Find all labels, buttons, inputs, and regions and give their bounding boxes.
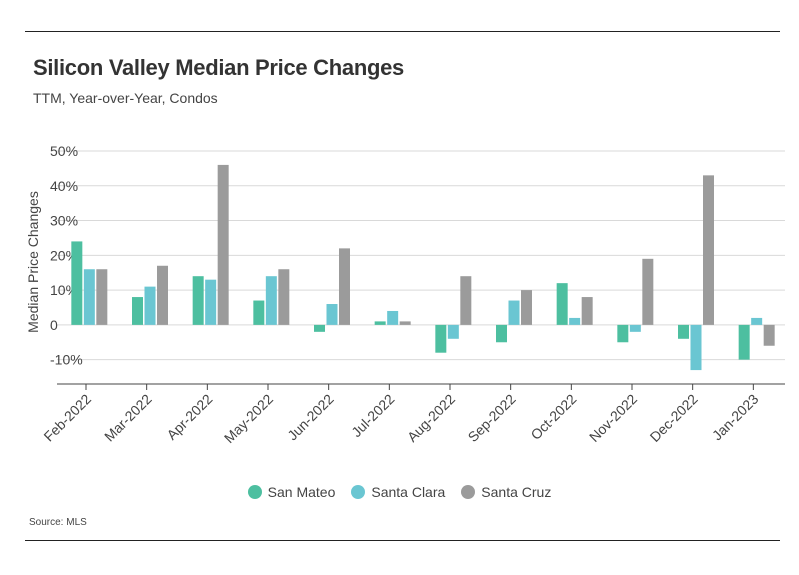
x-tick-label: Mar-2022 — [101, 391, 155, 445]
top-rule — [25, 31, 780, 32]
bottom-rule — [25, 540, 780, 541]
bar — [690, 324, 702, 371]
bar — [132, 297, 143, 325]
legend-label: Santa Clara — [371, 484, 446, 500]
bar — [374, 321, 386, 325]
x-tick-label: Jul-2022 — [348, 391, 397, 440]
bar — [496, 324, 507, 343]
bar — [387, 310, 399, 325]
y-tick-label: 30% — [50, 213, 78, 229]
bar — [96, 269, 108, 325]
bar — [703, 175, 714, 325]
y-tick-label: 40% — [50, 178, 78, 194]
y-tick-label: 20% — [50, 247, 78, 263]
bar — [253, 300, 265, 325]
bar — [144, 286, 156, 325]
bar — [83, 269, 95, 325]
x-tick-label: Oct-2022 — [527, 391, 579, 443]
bar — [629, 324, 641, 332]
x-tick-label: Jan-2023 — [709, 391, 762, 444]
bar — [265, 276, 277, 325]
bar — [326, 304, 338, 325]
y-tick-label: 50% — [50, 143, 78, 159]
x-tick-label: Apr-2022 — [163, 391, 215, 443]
source-note: Source: MLS — [29, 517, 87, 528]
bar — [435, 324, 447, 353]
legend-label: Santa Cruz — [481, 484, 552, 500]
bar — [71, 241, 83, 325]
bar — [192, 276, 204, 325]
x-tick-label: Sep-2022 — [465, 391, 519, 445]
bar — [460, 276, 472, 325]
legend-swatch — [247, 485, 262, 499]
x-tick-label: May-2022 — [221, 391, 276, 446]
bar — [521, 290, 532, 325]
bar — [314, 324, 325, 332]
y-tick-label: -10% — [50, 352, 83, 368]
bar — [399, 321, 411, 325]
bar — [678, 324, 689, 339]
chart-subtitle: TTM, Year-over-Year, Condos — [33, 90, 218, 106]
y-tick-label: 10% — [50, 282, 78, 298]
legend-swatch — [461, 485, 476, 499]
chart-title: Silicon Valley Median Price Changes — [33, 55, 404, 80]
bar — [278, 269, 290, 325]
bar — [751, 317, 763, 325]
bar — [157, 265, 168, 325]
bar — [617, 324, 629, 343]
x-tick-label: Feb-2022 — [40, 391, 94, 445]
legend-swatch — [351, 485, 366, 499]
legend-item: San Mateo — [247, 484, 336, 500]
bar — [642, 258, 654, 325]
bar — [556, 283, 568, 325]
y-tick-label: 0 — [50, 317, 58, 333]
bar — [205, 279, 217, 325]
legend-item: Santa Clara — [351, 484, 445, 500]
x-tick-label: Jun-2022 — [284, 391, 337, 444]
legend-label: San Mateo — [267, 484, 336, 500]
chart-legend: San Mateo Santa Clara Santa Cruz — [0, 484, 799, 500]
bar — [581, 297, 593, 325]
y-axis-title: Median Price Changes — [25, 191, 41, 333]
x-tick-label: Nov-2022 — [586, 391, 640, 445]
bar — [569, 317, 581, 325]
bar — [738, 324, 750, 360]
bar — [508, 300, 520, 325]
bar — [339, 248, 350, 325]
x-tick-label: Aug-2022 — [404, 391, 458, 445]
bar — [217, 164, 229, 325]
x-tick-label: Dec-2022 — [647, 391, 701, 445]
bar — [763, 324, 775, 346]
legend-item: Santa Cruz — [461, 484, 551, 500]
bar — [447, 324, 459, 339]
